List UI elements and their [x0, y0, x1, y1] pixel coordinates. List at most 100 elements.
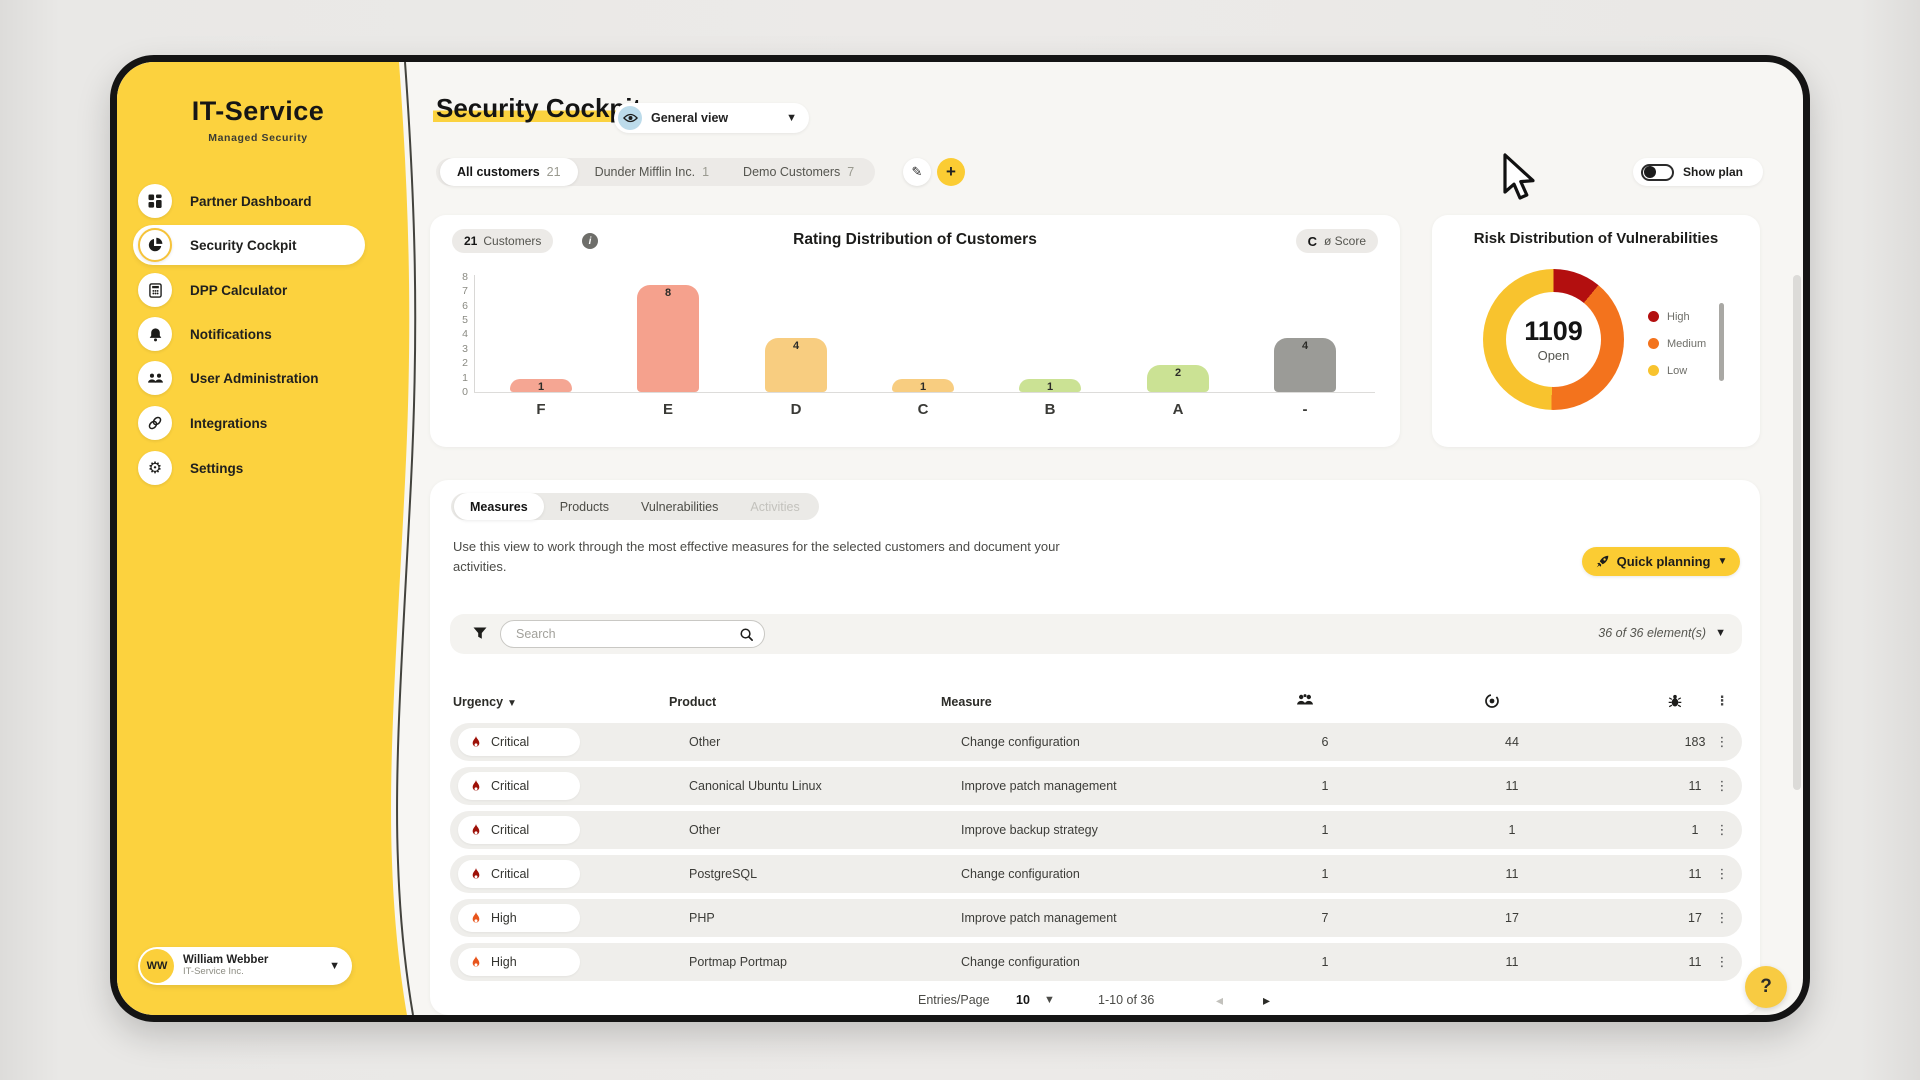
user-company: IT-Service Inc. [183, 966, 244, 978]
sidebar-item-notifications[interactable]: Notifications [133, 314, 363, 354]
table-row[interactable]: High PHP Improve patch management 7 17 17 ⋮ [450, 899, 1742, 937]
user-menu[interactable]: WW William Webber IT-Service Inc. ▼ [138, 947, 352, 985]
y-axis-tick: 4 [462, 328, 468, 341]
search-input[interactable] [516, 627, 716, 641]
view-selector[interactable]: General view ▼ [614, 103, 809, 133]
x-axis-label: F [536, 401, 546, 418]
panel-description: Use this view to work through the most e… [453, 539, 1060, 575]
y-axis-tick: 7 [462, 285, 468, 298]
sidebar-item-security-cockpit[interactable]: Security Cockpit [133, 225, 365, 265]
products-count-cell: 11 [1505, 779, 1519, 793]
y-axis-tick: 5 [462, 314, 468, 326]
entries-per-page-value[interactable]: 10 [1016, 993, 1030, 1007]
bar-D[interactable]: 4 [765, 338, 827, 392]
table-row[interactable]: Critical Other Improve backup strategy 1 1 1 ⋮ [450, 811, 1742, 849]
products-count-cell: 11 [1505, 955, 1519, 969]
urgency-label: Critical [491, 867, 530, 881]
row-options-kebab-icon[interactable]: ⋮ [1715, 778, 1729, 793]
legend-label: High [1667, 310, 1690, 323]
sidebar-item-label: Security Cockpit [190, 237, 297, 253]
show-plan-toggle-pill[interactable]: Show plan [1633, 158, 1763, 186]
customer-tab-demo-customers[interactable]: Demo Customers 7 [743, 165, 855, 179]
legend-scrollbar[interactable] [1719, 303, 1724, 381]
y-axis-tick: 2 [462, 357, 468, 370]
bar-value-label: 1 [1046, 380, 1054, 393]
entries-per-page-label: Entries/Page [918, 993, 990, 1007]
x-axis-label: D [790, 401, 802, 418]
toggle-switch[interactable] [1641, 163, 1674, 181]
tab-measures[interactable]: Measures [454, 493, 544, 520]
sidebar-item-dpp-calculator[interactable]: DPP Calculator [133, 270, 363, 310]
customer-tab-all-customers[interactable]: All customers 21 [440, 158, 578, 186]
product-cell: PostgreSQL [689, 867, 758, 881]
dashboard-icon [138, 184, 172, 218]
measure-cell: Improve patch management [961, 911, 1117, 925]
table-options-kebab-icon[interactable]: ⋮ [1715, 693, 1729, 708]
tab-vulnerabilities[interactable]: Vulnerabilities [641, 499, 719, 514]
urgency-badge: Critical [458, 728, 580, 756]
customers-count-badge: 21 Customers [452, 229, 554, 253]
rating-distribution-card: 21 Customers i Rating Distribution of Cus… [430, 215, 1400, 447]
row-options-kebab-icon[interactable]: ⋮ [1715, 822, 1729, 837]
previous-page-button[interactable]: ◂ [1216, 992, 1224, 1008]
window-scrollbar[interactable] [1793, 275, 1801, 790]
sidebar-item-label: Notifications [190, 326, 272, 342]
table-row[interactable]: High Portmap Portmap Change configuration 1… [450, 943, 1742, 981]
sidebar-item-user-administration[interactable]: User Administration [133, 358, 363, 398]
show-plan-label: Show plan [1683, 165, 1743, 179]
sidebar-item-label: Partner Dashboard [190, 193, 312, 209]
products-count-cell: 11 [1505, 867, 1519, 881]
row-options-kebab-icon[interactable]: ⋮ [1715, 734, 1729, 749]
bar-E[interactable]: 8 [637, 284, 699, 392]
pagination: Entries/Page 10 ▼ 1-10 of 36 ◂ ▸ [430, 992, 1760, 1015]
vulnerabilities-count-cell: 11 [1688, 867, 1702, 881]
bar-A[interactable]: 2 [1147, 365, 1209, 392]
search-icon[interactable] [739, 627, 754, 642]
chevron-down-icon[interactable]: ▼ [1044, 994, 1055, 1006]
sidebar-item-integrations[interactable]: Integrations [133, 403, 363, 443]
table-row[interactable]: Critical PostgreSQL Change configuration 1 1… [450, 855, 1742, 893]
bell-icon [138, 317, 172, 351]
legend-item-high[interactable]: High [1648, 303, 1706, 330]
eye-icon [618, 106, 642, 130]
info-icon[interactable]: i [582, 233, 598, 249]
edit-tabs-button[interactable]: ✎ [903, 158, 931, 186]
next-page-button[interactable]: ▸ [1263, 992, 1271, 1008]
bar-B[interactable]: 1 [1019, 378, 1081, 393]
bar-F[interactable]: 1 [510, 378, 572, 393]
urgency-label: High [491, 911, 517, 925]
row-options-kebab-icon[interactable]: ⋮ [1715, 954, 1729, 969]
tab-products[interactable]: Products [559, 499, 610, 514]
column-header-urgency[interactable]: Urgency ▼ [453, 695, 517, 709]
table-row[interactable]: Critical Other Change configuration 6 44 183 ⋮ [450, 723, 1742, 761]
legend-dot [1648, 338, 1659, 349]
rocket-icon [1596, 555, 1608, 568]
add-tab-button[interactable]: + [937, 158, 965, 186]
urgency-label: Critical [491, 735, 530, 749]
sidebar-item-settings[interactable]: ⚙ Settings [133, 448, 363, 488]
x-axis-line [474, 392, 1375, 393]
x-axis-label: C [917, 401, 929, 418]
bar-C[interactable]: 1 [892, 378, 954, 393]
customers-count-cell: 6 [1321, 735, 1329, 749]
row-options-kebab-icon[interactable]: ⋮ [1715, 866, 1729, 881]
y-axis-tick: 0 [462, 386, 468, 398]
help-button[interactable]: ? [1745, 966, 1787, 1008]
quick-planning-button[interactable]: Quick planning ▼ [1582, 547, 1740, 576]
legend-item-low[interactable]: Low [1648, 357, 1706, 384]
bar--[interactable]: 4 [1274, 338, 1336, 392]
filter-icon[interactable] [473, 627, 487, 645]
sidebar-item-label: DPP Calculator [190, 282, 288, 298]
brand-logo: IT-Service [191, 96, 325, 126]
column-header-measure: Measure [941, 695, 992, 709]
row-options-kebab-icon[interactable]: ⋮ [1715, 910, 1729, 925]
table-row[interactable]: Critical Canonical Ubuntu Linux Improve pa… [450, 767, 1742, 805]
legend-item-medium[interactable]: Medium [1648, 330, 1706, 357]
sidebar-item-partner-dashboard[interactable]: Partner Dashboard [133, 181, 363, 221]
page-title: Security Cockpit [433, 93, 645, 124]
chevron-down-icon[interactable]: ▼ [1715, 627, 1726, 639]
vulnerabilities-count-cell: 11 [1688, 779, 1702, 793]
sidebar: IT-Service Managed Security Partner Dash… [117, 62, 427, 1015]
vulnerabilities-icon [1663, 693, 1687, 712]
customer-tab-dunder-mifflin-inc-[interactable]: Dunder Mifflin Inc. 1 [594, 165, 710, 179]
